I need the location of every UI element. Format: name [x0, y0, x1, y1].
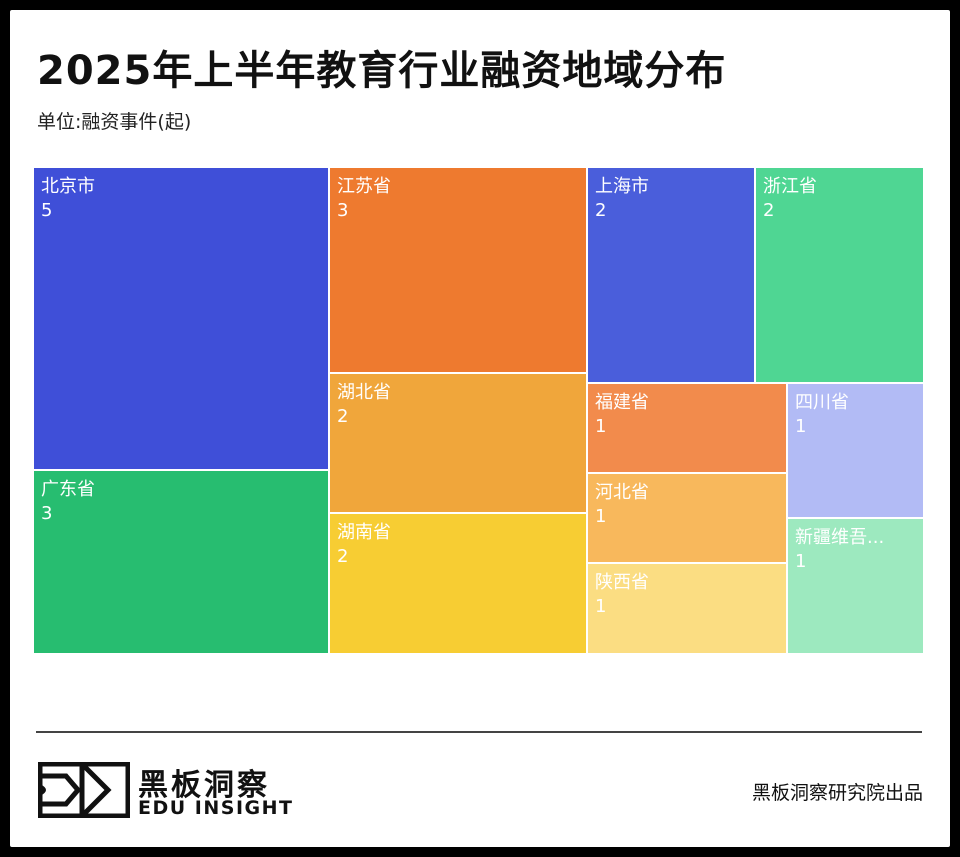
tile-value: 1: [595, 416, 607, 437]
treemap-tile: 广东省 3: [34, 471, 330, 653]
brand-name-en: EDU INSIGHT: [138, 797, 294, 819]
tile-label: 上海市: [595, 176, 649, 197]
tile-label: 广东省: [41, 479, 95, 500]
tile-value: 1: [595, 506, 607, 527]
treemap-tile: 北京市 5: [34, 168, 330, 471]
footer-divider: [36, 731, 922, 733]
tile-value: 3: [41, 503, 53, 524]
tile-value: 2: [595, 200, 607, 221]
tile-value: 1: [795, 416, 807, 437]
tile-value: 5: [41, 200, 53, 221]
tile-value: 1: [795, 551, 807, 572]
brand-logo-icon: [38, 762, 130, 818]
treemap-tile: 湖南省 2: [330, 514, 588, 653]
tile-value: 3: [337, 200, 349, 221]
tile-value: 2: [337, 546, 349, 567]
tile-label: 新疆维吾...: [795, 527, 885, 548]
treemap-tile: 浙江省 2: [756, 168, 923, 384]
tile-value: 2: [337, 406, 349, 427]
tile-label: 湖北省: [337, 382, 391, 403]
tile-label: 四川省: [795, 392, 849, 413]
tile-label: 江苏省: [337, 176, 391, 197]
treemap-tile: 江苏省 3: [330, 168, 588, 374]
treemap-tile: 上海市 2: [588, 168, 756, 384]
treemap-tile: 福建省 1: [588, 384, 788, 474]
treemap: 北京市 5 广东省 3 江苏省 3 湖北省 2 湖南省 2 上海市 2 浙江省 2 福建省 1 四川省 1 河北省 1…: [34, 168, 923, 653]
treemap-tile: 河北省 1: [588, 474, 788, 564]
tile-value: 2: [763, 200, 775, 221]
source-credit: 黑板洞察研究院出品: [751, 782, 923, 804]
treemap-tile: 湖北省 2: [330, 374, 588, 514]
treemap-tile: 陕西省 1: [588, 564, 788, 653]
brand-name-cn: 黑板洞察: [138, 768, 270, 803]
tile-value: 1: [595, 596, 607, 617]
tile-label: 河北省: [595, 482, 649, 503]
treemap-tile: 四川省 1: [788, 384, 923, 519]
tile-label: 陕西省: [595, 572, 649, 593]
tile-label: 北京市: [41, 176, 95, 197]
chart-subtitle: 单位:融资事件(起): [37, 111, 192, 133]
tile-label: 湖南省: [337, 522, 391, 543]
tile-label: 浙江省: [763, 176, 817, 197]
chart-title: 2025年上半年教育行业融资地域分布: [37, 48, 727, 94]
treemap-tile: 新疆维吾... 1: [788, 519, 923, 653]
tile-label: 福建省: [595, 392, 649, 413]
chart-card: 2025年上半年教育行业融资地域分布 单位:融资事件(起) 北京市 5 广东省 3 江苏…: [10, 10, 950, 847]
